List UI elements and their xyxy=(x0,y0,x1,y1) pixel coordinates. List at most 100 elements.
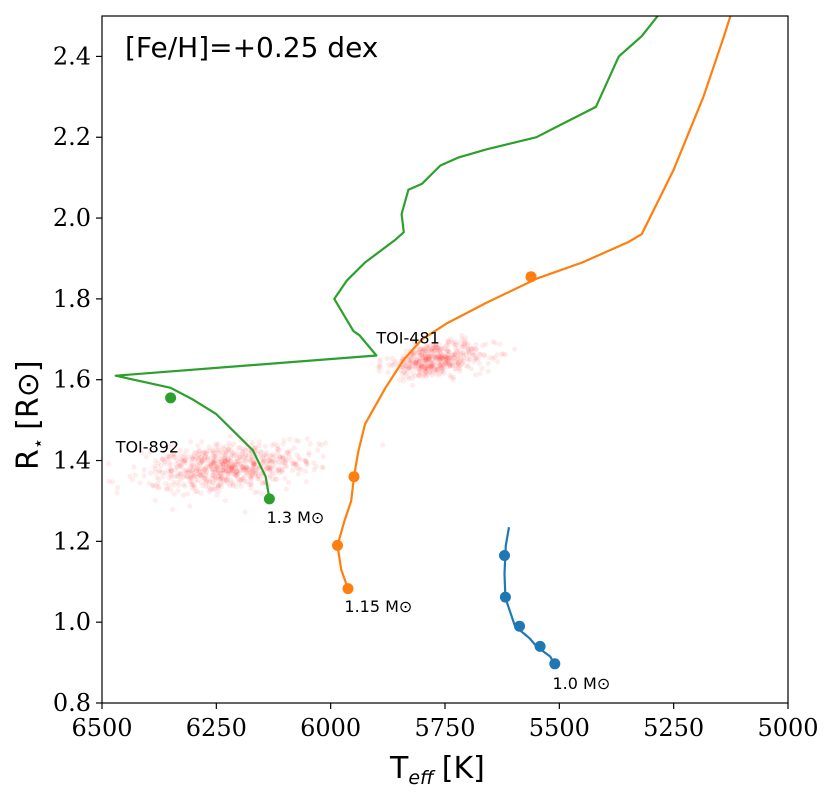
cloud-point xyxy=(109,479,115,485)
cloud-point xyxy=(190,473,197,479)
cloud-point xyxy=(420,361,426,367)
cloud-point xyxy=(193,450,199,456)
cloud-point xyxy=(424,365,430,372)
cloud-point xyxy=(296,438,302,444)
cloud-point xyxy=(227,458,233,464)
cloud-point xyxy=(218,449,224,455)
cloud-point xyxy=(232,465,238,472)
cloud-point xyxy=(247,474,253,480)
cloud-point xyxy=(221,461,227,467)
cloud-point xyxy=(275,468,281,474)
cloud-point xyxy=(233,464,239,470)
cloud-point xyxy=(445,342,451,348)
cloud-point xyxy=(231,441,237,447)
cloud-point xyxy=(228,455,234,461)
cloud-point xyxy=(240,475,246,481)
cloud-point xyxy=(297,457,303,463)
cloud-point xyxy=(248,482,254,488)
cloud-point xyxy=(416,358,422,365)
cloud-point xyxy=(214,466,220,473)
cloud-point xyxy=(272,453,278,459)
cloud-point xyxy=(436,341,442,347)
cloud-point xyxy=(427,343,433,349)
cloud-point xyxy=(407,357,413,363)
cloud-point xyxy=(238,454,244,460)
cloud-point xyxy=(191,473,197,479)
cloud-point xyxy=(434,347,440,353)
cloud-point xyxy=(262,452,268,458)
cloud-point xyxy=(410,382,416,388)
cloud-point xyxy=(202,457,208,463)
cloud-point xyxy=(440,345,446,351)
cloud-point xyxy=(425,366,431,372)
cloud-point xyxy=(492,340,498,346)
cloud-point xyxy=(254,449,260,455)
cloud-point xyxy=(422,367,428,373)
cloud-point xyxy=(428,348,435,354)
cloud-point xyxy=(439,354,445,360)
cloud-point xyxy=(422,353,428,359)
cloud-point xyxy=(205,455,211,461)
cloud-point xyxy=(469,352,475,358)
cloud-point xyxy=(430,346,436,352)
cloud-point xyxy=(425,353,431,359)
cloud-point xyxy=(225,471,231,477)
cloud-point xyxy=(212,450,218,456)
cloud-point xyxy=(480,342,486,349)
cloud-point xyxy=(411,355,418,361)
cloud-point xyxy=(472,352,478,358)
cloud-point xyxy=(434,354,440,360)
cloud-point xyxy=(195,477,201,484)
cloud-point xyxy=(446,355,452,362)
track-marker xyxy=(348,471,360,483)
cloud-point xyxy=(240,464,246,470)
cloud-point xyxy=(186,468,192,474)
cloud-point xyxy=(221,455,227,461)
cloud-point xyxy=(449,339,455,345)
cloud-point xyxy=(445,356,451,362)
cloud-point xyxy=(233,465,239,471)
cloud-point xyxy=(446,361,452,367)
cloud-point xyxy=(208,476,214,482)
cloud-point xyxy=(240,454,246,460)
cloud-point xyxy=(422,365,428,371)
cloud-point xyxy=(250,462,256,468)
cloud-point xyxy=(441,355,447,361)
cloud-point xyxy=(450,341,457,347)
cloud-point xyxy=(174,457,180,463)
cloud-point xyxy=(203,450,209,456)
cloud-point xyxy=(277,453,283,459)
cloud-point xyxy=(178,462,184,468)
cloud-point xyxy=(241,467,247,473)
cloud-point xyxy=(211,454,218,460)
cloud-point xyxy=(203,483,209,489)
cloud-point xyxy=(440,368,446,374)
cloud-point xyxy=(194,465,201,471)
cloud-point xyxy=(424,370,430,376)
cloud-point xyxy=(436,372,442,378)
cloud-point xyxy=(417,367,423,373)
y-tick-label: 1.6 xyxy=(53,366,91,394)
cloud-point xyxy=(260,459,266,465)
cloud-point xyxy=(430,363,436,369)
cloud-point xyxy=(188,476,194,482)
cloud-point xyxy=(413,363,419,369)
cloud-point xyxy=(465,363,471,369)
cloud-point xyxy=(215,469,221,476)
cloud-point xyxy=(461,352,467,358)
cloud-point xyxy=(386,361,392,368)
cloud-point xyxy=(270,454,276,460)
cloud-point xyxy=(152,497,158,503)
cloud-point xyxy=(420,347,426,353)
cloud-point xyxy=(181,473,187,479)
cloud-point xyxy=(441,370,447,376)
cloud-point xyxy=(160,474,166,480)
cloud-point xyxy=(162,459,168,465)
cloud-point xyxy=(211,469,217,475)
cloud-point xyxy=(422,353,428,359)
cloud-point xyxy=(379,442,386,448)
cloud-point xyxy=(241,478,248,485)
cloud-point xyxy=(204,448,210,454)
cloud-point xyxy=(215,468,221,474)
cloud-point xyxy=(417,369,423,376)
